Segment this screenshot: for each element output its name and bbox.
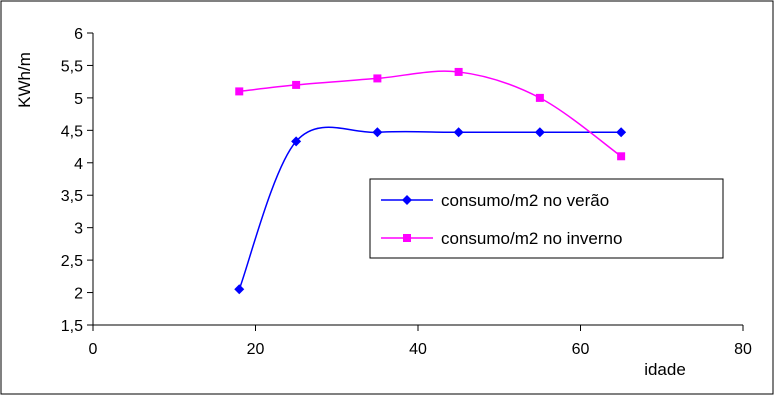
y-tick-label: 2 <box>74 286 83 303</box>
x-axis-title: idade <box>644 360 686 379</box>
y-tick-label: 4,5 <box>61 123 83 140</box>
data-point <box>234 284 245 295</box>
y-tick-label: 5,5 <box>61 58 83 75</box>
legend-label: consumo/m2 no verão <box>441 191 609 210</box>
legend-item: consumo/m2 no verão <box>381 191 609 210</box>
legend: consumo/m2 no verão consumo/m2 no inverno <box>369 178 724 259</box>
data-point <box>454 67 463 76</box>
data-point <box>292 80 301 89</box>
legend-box <box>369 178 724 259</box>
x-tick-label: 80 <box>734 341 752 358</box>
series-layer <box>234 67 627 295</box>
x-tick-label: 20 <box>247 341 265 358</box>
y-tick-label: 4 <box>74 156 83 173</box>
y-tick-label: 6 <box>74 26 83 43</box>
data-point <box>372 127 383 138</box>
y-tick-label: 2,5 <box>61 253 83 270</box>
legend-label: consumo/m2 no inverno <box>441 229 622 248</box>
data-point <box>235 87 244 96</box>
data-point <box>616 127 627 138</box>
x-tick-label: 0 <box>89 341 98 358</box>
series-2 <box>235 67 626 161</box>
x-tick-label: 40 <box>409 341 427 358</box>
data-point <box>373 74 382 83</box>
data-point <box>534 127 545 138</box>
data-point <box>617 152 626 161</box>
y-tick-label: 1,5 <box>61 318 83 335</box>
y-axis-title: KWh/m <box>15 52 34 108</box>
y-tick-label: 3,5 <box>61 188 83 205</box>
data-point <box>453 127 464 138</box>
legend-item: consumo/m2 no inverno <box>381 229 622 248</box>
y-tick-label: 5 <box>74 91 83 108</box>
x-tick-label: 60 <box>572 341 590 358</box>
data-point <box>535 93 544 102</box>
y-tick-label: 3 <box>74 221 83 238</box>
legend-marker <box>403 234 411 242</box>
series-1 <box>234 126 627 295</box>
legend-marker <box>402 195 412 205</box>
data-point <box>291 136 302 147</box>
